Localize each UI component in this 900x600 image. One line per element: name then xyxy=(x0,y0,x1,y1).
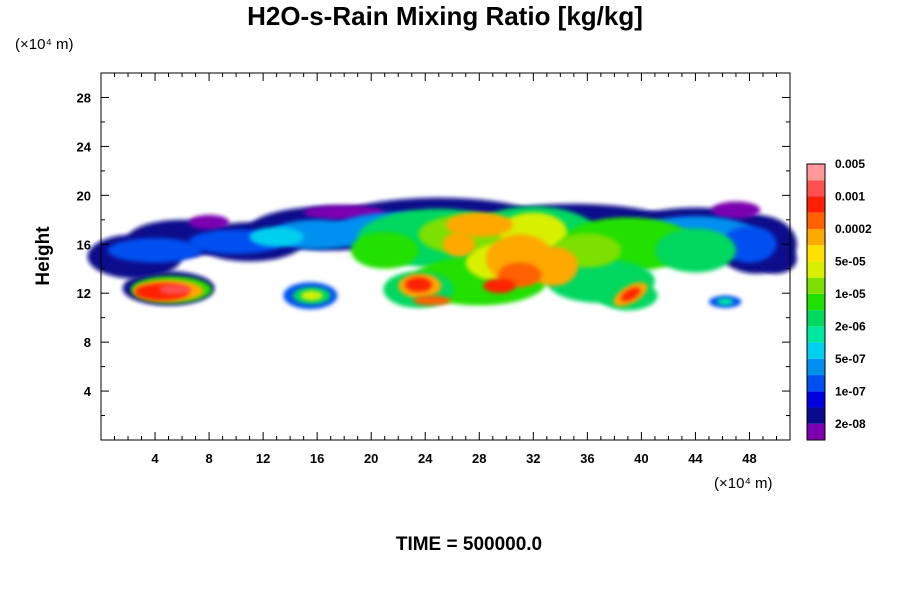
y-axis-title: Height xyxy=(33,226,54,286)
x-tick-label: 28 xyxy=(472,451,486,466)
y-tick-label: 8 xyxy=(84,335,91,350)
field-blob xyxy=(483,278,516,294)
legend-label: 2e-08 xyxy=(835,417,866,431)
legend-swatch xyxy=(807,180,825,197)
field-blob xyxy=(249,227,304,247)
legend-label: 0.005 xyxy=(835,157,865,171)
legend-label: 5e-07 xyxy=(835,352,866,366)
legend-swatch xyxy=(807,245,825,262)
legend-swatch xyxy=(807,391,825,408)
legend-swatch xyxy=(807,375,825,392)
x-tick-label: 40 xyxy=(634,451,648,466)
field-blob xyxy=(413,295,451,306)
legend-label: 1e-07 xyxy=(835,384,866,398)
field-blob xyxy=(445,212,514,237)
field-blob xyxy=(159,284,192,295)
x-tick-label: 24 xyxy=(418,451,433,466)
legend-swatch xyxy=(807,310,825,327)
legend-swatch xyxy=(807,342,825,359)
y-unit-label: (×10⁴ m) xyxy=(15,36,74,53)
legend-swatch xyxy=(807,423,825,440)
legend-label: 1e-05 xyxy=(835,287,866,301)
field-blob xyxy=(717,298,734,306)
field-blob xyxy=(722,225,777,263)
field-blob xyxy=(711,201,761,219)
field-blob xyxy=(300,290,323,301)
x-tick-label: 48 xyxy=(742,451,756,466)
y-tick-label: 28 xyxy=(77,90,91,105)
x-tick-label: 20 xyxy=(364,451,378,466)
legend-swatch xyxy=(807,293,825,311)
x-unit-label: (×10⁴ m) xyxy=(714,475,773,492)
field-blob xyxy=(188,214,230,230)
x-tick-label: 36 xyxy=(580,451,594,466)
legend-swatch xyxy=(807,407,825,424)
field-blob xyxy=(404,277,432,292)
field-blob xyxy=(350,232,419,269)
x-tick-label: 4 xyxy=(151,451,159,466)
x-tick-label: 12 xyxy=(256,451,270,466)
y-tick-label: 16 xyxy=(77,237,91,252)
chart-title: H2O-s-Rain Mixing Ratio [kg/kg] xyxy=(247,1,643,31)
mixing-ratio-field xyxy=(87,197,797,311)
field-blob xyxy=(620,287,641,302)
time-label: TIME = 500000.0 xyxy=(396,534,542,555)
legend-swatch xyxy=(807,228,825,246)
x-tick-label: 44 xyxy=(688,451,703,466)
legend-swatch xyxy=(807,277,825,294)
field-blob xyxy=(442,232,476,257)
field-blob xyxy=(654,228,736,273)
legend-label: 0.001 xyxy=(835,189,865,203)
legend-swatch xyxy=(807,326,825,343)
y-tick-label: 12 xyxy=(77,286,91,301)
legend-swatch xyxy=(807,196,825,213)
y-tick-label: 20 xyxy=(77,188,91,203)
legend-swatch xyxy=(807,212,825,229)
y-tick-label: 4 xyxy=(84,384,92,399)
legend-label: 5e-05 xyxy=(835,254,866,268)
colorbar-legend: 2e-08 1e-07 5e-07 2e-06 1e-05 5e-05 0.0002 0.00… xyxy=(806,157,872,441)
field-blob xyxy=(529,246,578,286)
x-tick-label: 32 xyxy=(526,451,540,466)
legend-label: 0.0002 xyxy=(835,222,872,236)
legend-swatch xyxy=(807,261,825,278)
x-tick-label: 8 xyxy=(205,451,212,466)
legend-swatch xyxy=(807,164,825,181)
x-tick-label: 16 xyxy=(310,451,324,466)
plot-frame xyxy=(100,72,791,441)
legend-label: 2e-06 xyxy=(835,319,866,333)
legend-frame xyxy=(806,163,826,441)
field-blob xyxy=(107,238,203,263)
y-tick-label: 24 xyxy=(77,139,92,154)
legend-swatch xyxy=(807,358,825,376)
